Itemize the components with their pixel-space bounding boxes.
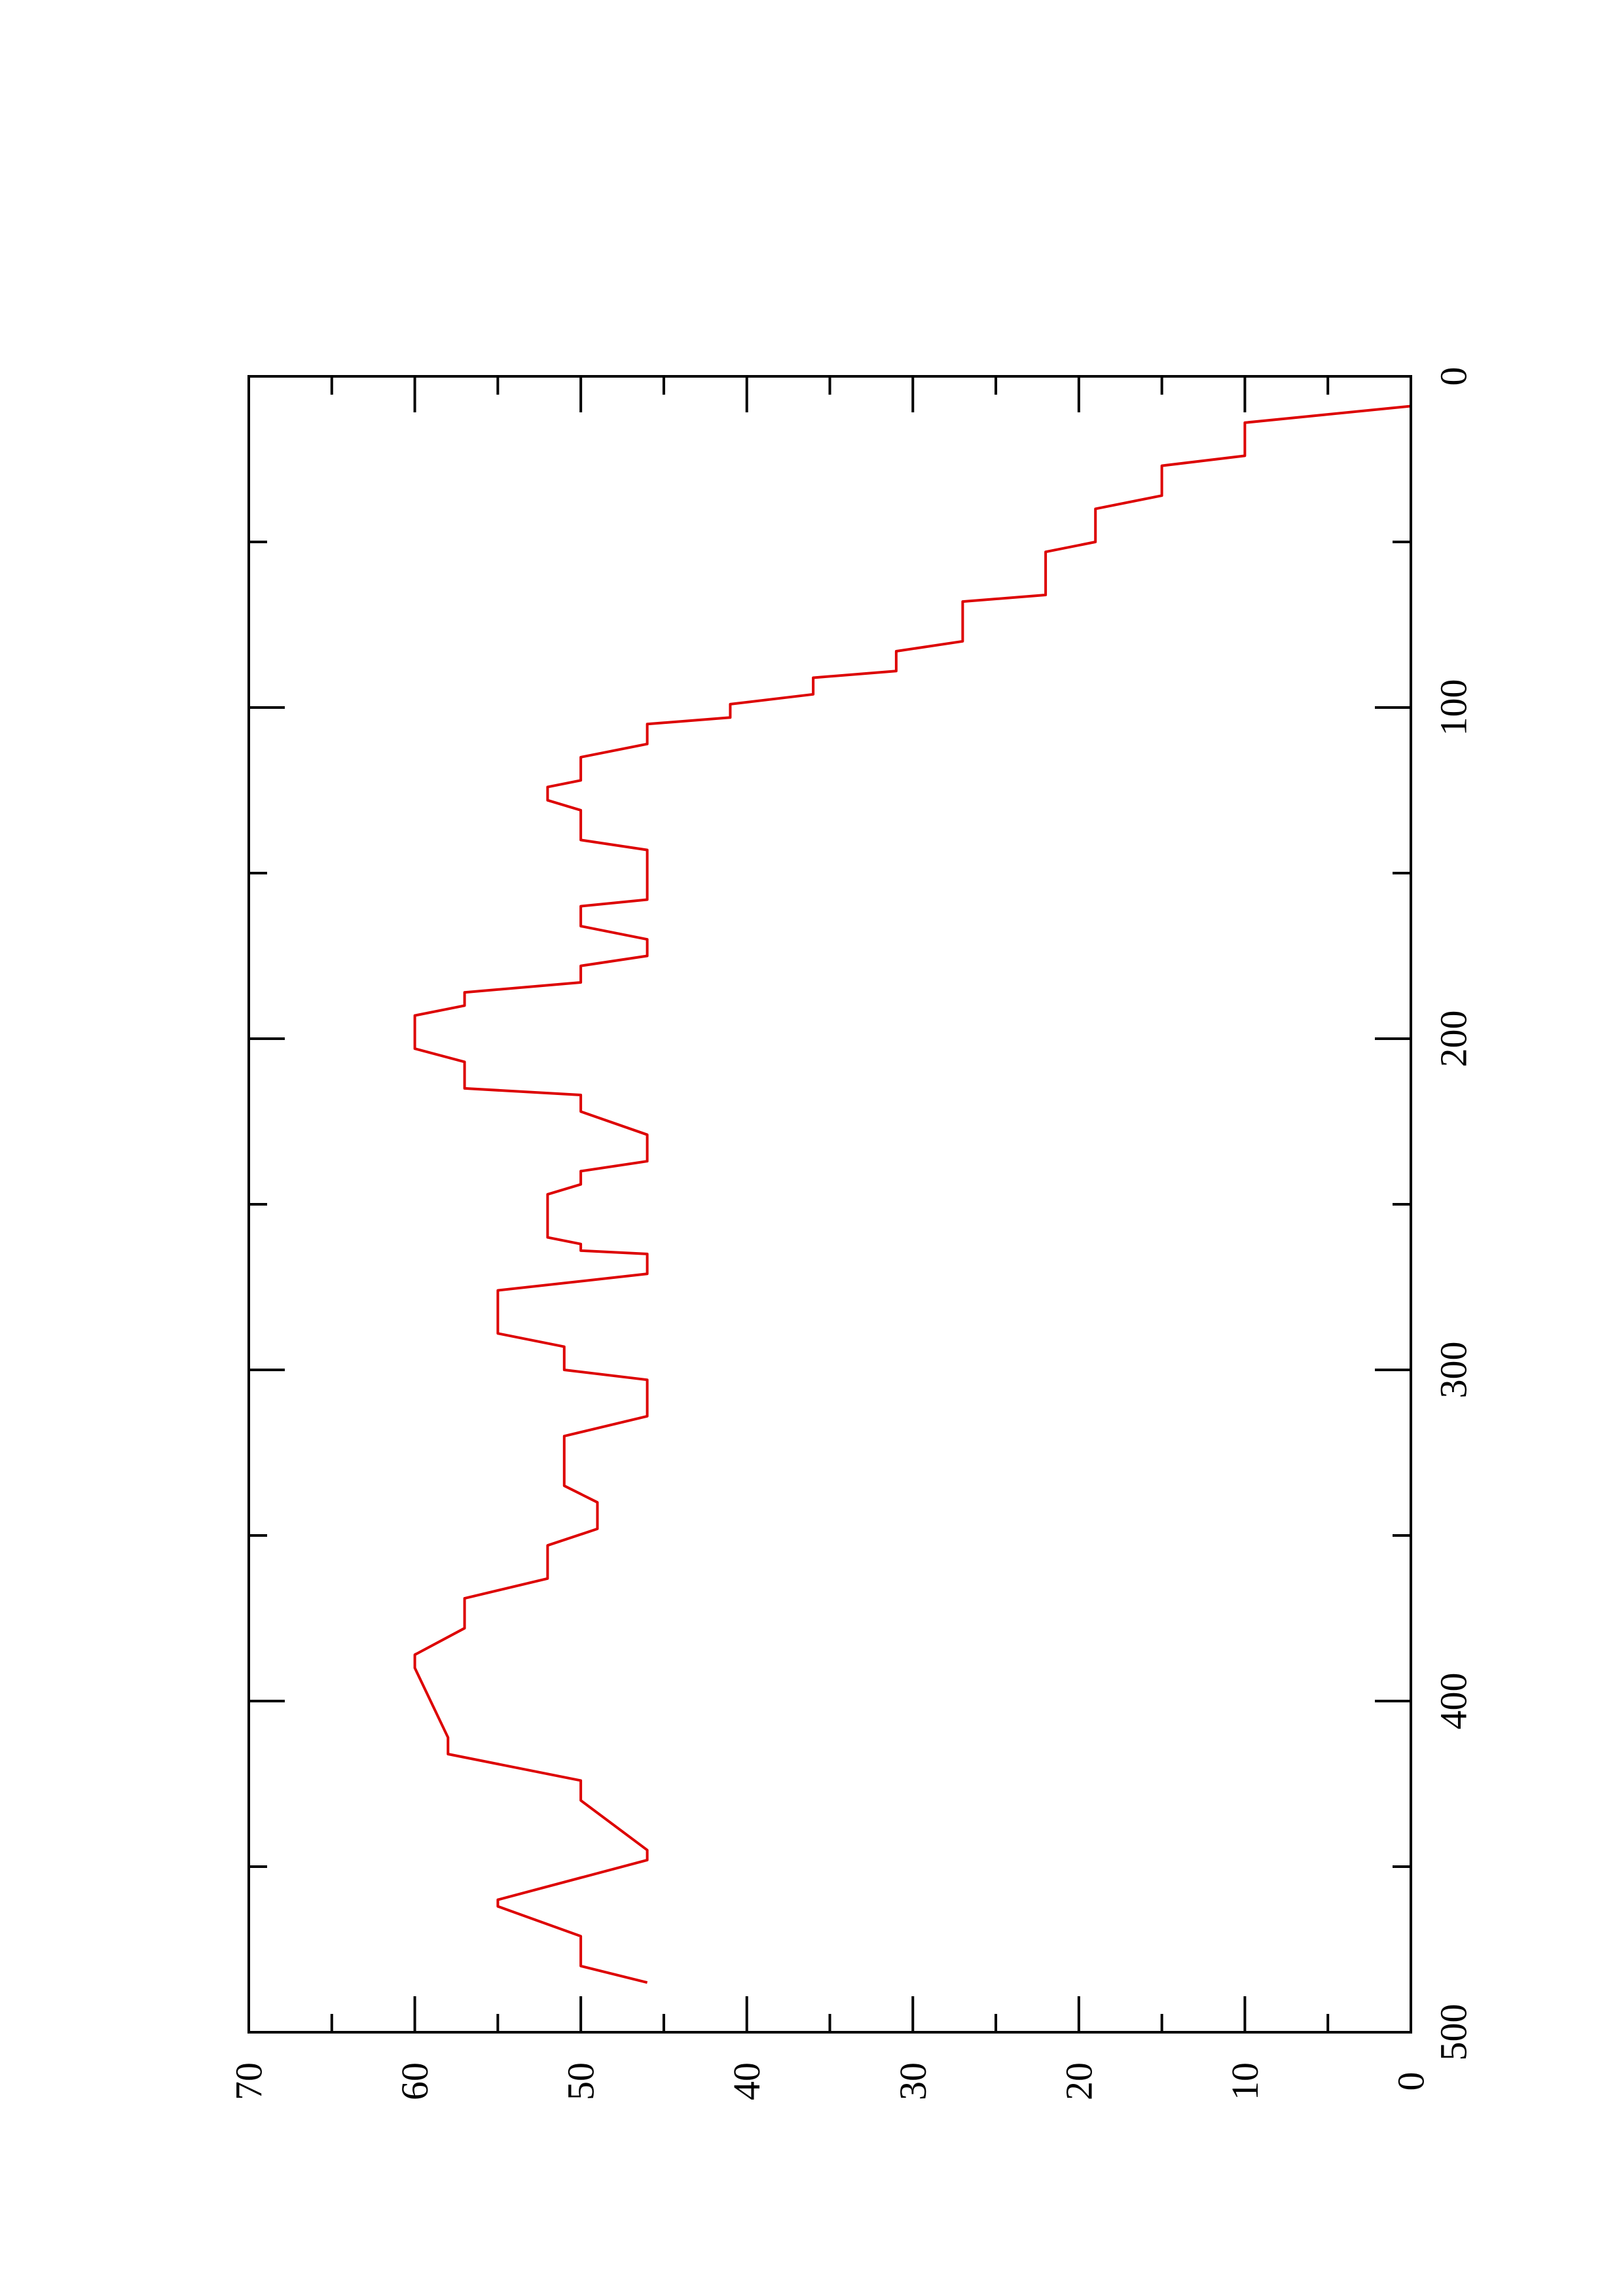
x-tick-label: 400	[1432, 1673, 1475, 1730]
y-tick-label: 40	[725, 2062, 768, 2100]
series-line-red	[413, 376, 1412, 1984]
x-tick-label: 0	[1432, 367, 1475, 386]
y-tick-label: 50	[560, 2062, 602, 2100]
x-tick-label: 100	[1432, 679, 1475, 736]
y-tick-label: 10	[1224, 2062, 1266, 2100]
y-tick-label: 0	[1390, 2072, 1432, 2091]
x-tick-label: 300	[1432, 1342, 1475, 1399]
y-tick-label: 70	[228, 2062, 270, 2100]
x-tick-label: 200	[1432, 1011, 1475, 1067]
x-tick-label: 500	[1432, 2004, 1475, 2061]
y-tick-label: 60	[393, 2062, 436, 2100]
axis-frame	[247, 375, 1412, 2034]
y-tick-label: 20	[1057, 2062, 1100, 2100]
y-tick-label: 30	[892, 2062, 934, 2100]
